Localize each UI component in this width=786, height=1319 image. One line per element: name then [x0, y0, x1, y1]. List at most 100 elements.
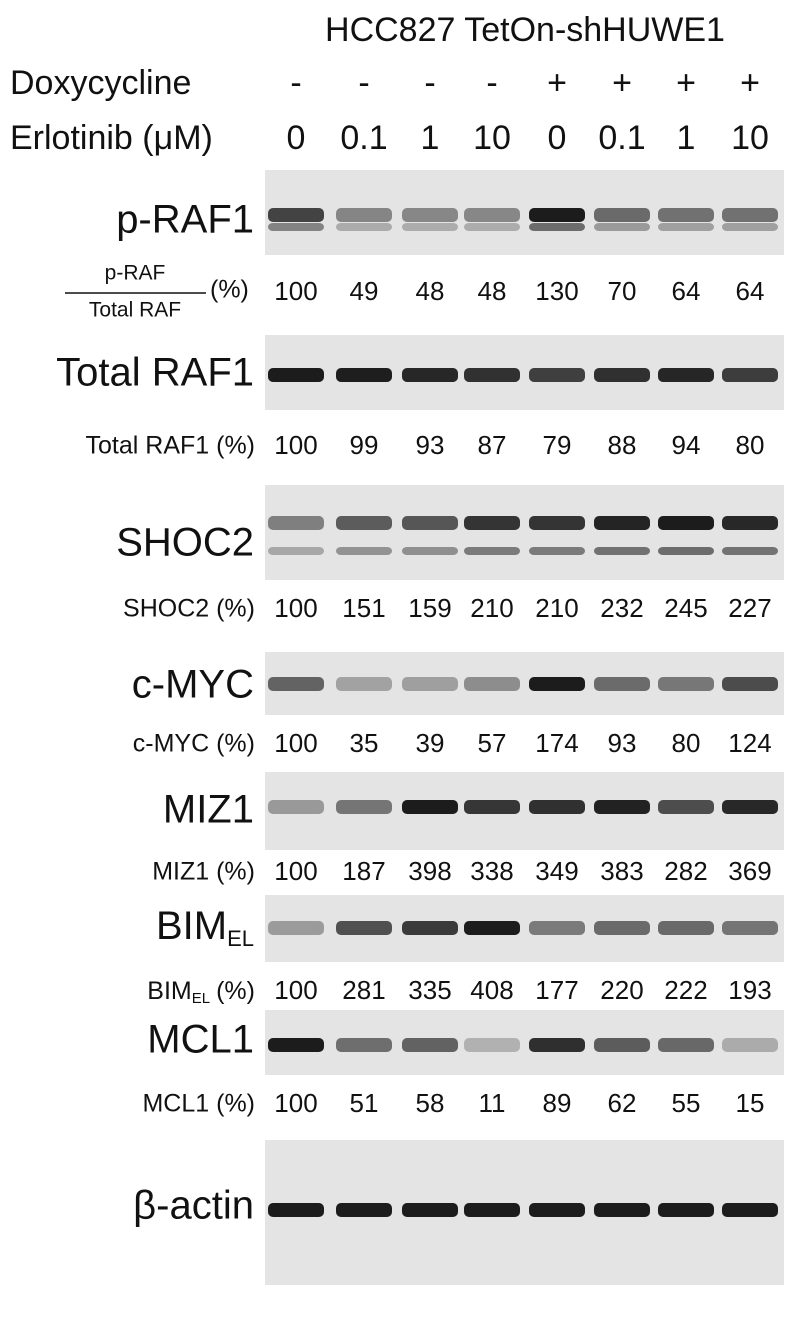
quant-value: 100	[274, 728, 317, 758]
title: HCC827 TetOn-shHUWE1	[325, 11, 725, 49]
blot-panel	[265, 485, 784, 580]
band	[402, 1038, 458, 1052]
band	[464, 516, 520, 530]
band	[464, 1203, 520, 1217]
quant-value: 408	[470, 975, 513, 1005]
band	[268, 516, 324, 530]
quant-value: 51	[350, 1088, 379, 1118]
label-main: BIM	[147, 977, 191, 1005]
blot-label: Total RAF1	[56, 351, 254, 395]
band	[336, 547, 392, 555]
quant-label: c-MYC (%)	[133, 730, 255, 758]
band	[722, 1203, 778, 1217]
band	[658, 208, 714, 222]
band	[594, 677, 650, 691]
band	[402, 208, 458, 222]
condition-value: +	[676, 64, 696, 102]
band	[402, 677, 458, 691]
band	[529, 547, 585, 555]
band	[722, 516, 778, 530]
quant-value: 338	[470, 856, 513, 886]
band	[658, 547, 714, 555]
band	[722, 677, 778, 691]
band	[594, 223, 650, 231]
quant-unit: (%)	[210, 276, 249, 304]
quant-value: 100	[274, 593, 317, 623]
condition-value: 0	[287, 119, 306, 157]
quant-value: 55	[672, 1088, 701, 1118]
quant-value: 369	[728, 856, 771, 886]
band	[658, 921, 714, 935]
quant-value: 80	[736, 430, 765, 460]
quant-value: 220	[600, 975, 643, 1005]
quant-value: 335	[408, 975, 451, 1005]
quant-value: 35	[350, 728, 379, 758]
band	[464, 677, 520, 691]
quant-value: 64	[672, 276, 701, 306]
blot-label: BIMEL	[156, 904, 254, 951]
quant-value: 93	[416, 430, 445, 460]
quant-value: 151	[342, 593, 385, 623]
band	[658, 368, 714, 382]
band	[594, 921, 650, 935]
quant-numerator: p-RAF	[105, 262, 166, 285]
band	[402, 223, 458, 231]
quant-value: 15	[736, 1088, 765, 1118]
band	[529, 223, 585, 231]
blot-label: SHOC2	[116, 521, 254, 565]
band	[268, 677, 324, 691]
band	[529, 368, 585, 382]
quant-label: MCL1 (%)	[142, 1090, 255, 1118]
blot-label: p-RAF1	[116, 198, 254, 242]
band	[464, 800, 520, 814]
band	[336, 516, 392, 530]
condition-value: 0.1	[340, 119, 387, 157]
band	[402, 1203, 458, 1217]
condition-value: +	[612, 64, 632, 102]
condition-label: Erlotinib (μM)	[10, 119, 213, 157]
quant-value: 232	[600, 593, 643, 623]
condition-value: -	[358, 64, 369, 102]
quant-value: 282	[664, 856, 707, 886]
band	[594, 208, 650, 222]
quant-value: 281	[342, 975, 385, 1005]
quant-value: 100	[274, 430, 317, 460]
band	[464, 368, 520, 382]
band	[722, 547, 778, 555]
quant-value: 87	[478, 430, 507, 460]
band	[722, 1038, 778, 1052]
quant-value: 11	[479, 1088, 506, 1118]
band	[594, 368, 650, 382]
band	[722, 368, 778, 382]
band	[268, 208, 324, 222]
quant-value: 70	[608, 276, 637, 306]
quant-value: 245	[664, 593, 707, 623]
condition-label: Doxycycline	[10, 64, 191, 102]
band	[594, 800, 650, 814]
quant-value: 227	[728, 593, 771, 623]
band	[529, 516, 585, 530]
condition-value: 10	[473, 119, 511, 157]
band	[594, 516, 650, 530]
quant-value: 193	[728, 975, 771, 1005]
quant-value: 64	[736, 276, 765, 306]
quant-value: 57	[478, 728, 507, 758]
band	[529, 800, 585, 814]
band	[722, 208, 778, 222]
quant-value: 62	[608, 1088, 637, 1118]
band	[594, 1203, 650, 1217]
quant-value: 159	[408, 593, 451, 623]
band	[464, 208, 520, 222]
band	[529, 1038, 585, 1052]
band	[336, 223, 392, 231]
condition-value: -	[486, 64, 497, 102]
band	[268, 368, 324, 382]
label-sub: EL	[227, 926, 254, 951]
band	[336, 1038, 392, 1052]
band	[268, 547, 324, 555]
band	[658, 1038, 714, 1052]
quant-value: 187	[342, 856, 385, 886]
quant-value: 130	[535, 276, 578, 306]
quant-denominator: Total RAF	[89, 299, 181, 322]
quant-value: 99	[350, 430, 379, 460]
